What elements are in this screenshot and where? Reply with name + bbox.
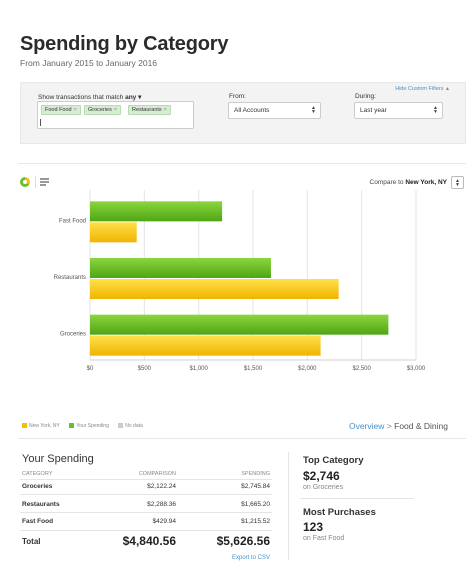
x-tick-label: $2,000	[298, 366, 317, 372]
row-comparison: $2,122.24	[147, 483, 176, 490]
row-spending: $1,215.52	[241, 518, 270, 525]
caret-up-icon: ▲	[445, 86, 450, 92]
category-label: Restaurants	[54, 275, 86, 281]
x-tick-label: $1,500	[244, 366, 263, 372]
bar	[90, 314, 389, 335]
breadcrumb-overview-link[interactable]: Overview	[348, 421, 385, 431]
updown-arrow-icon: ▲ ▼	[455, 178, 460, 188]
category-label: Fast Food	[59, 218, 86, 224]
updown-arrow-icon: ▲ ▼	[433, 105, 438, 115]
legend-swatch	[69, 423, 75, 429]
chart-legend: New York, NY Your Spending No data	[22, 423, 151, 429]
bar	[90, 335, 321, 356]
divider	[20, 530, 272, 531]
divider	[20, 494, 272, 495]
bar	[90, 201, 223, 222]
filter-tag[interactable]: Food Food ×	[41, 105, 81, 115]
legend-swatch	[118, 423, 124, 429]
donut-chart-icon[interactable]	[20, 177, 30, 187]
row-comparison: $429.94	[152, 518, 177, 525]
column-header-comparison: Comparison	[138, 471, 176, 477]
hide-filters-link[interactable]: Hide Custom Filters ▲	[395, 86, 450, 92]
legend-item: New York, NY	[22, 423, 60, 429]
total-comparison: $4,840.56	[122, 534, 176, 548]
row-category: Restaurants	[22, 501, 60, 508]
x-tick-label: $2,500	[352, 366, 371, 372]
bar	[90, 258, 271, 278]
total-spending: $5,626.56	[216, 534, 270, 548]
page-title: Spending by Category	[20, 33, 229, 55]
most-purchases-sub: on Fast Food	[303, 535, 345, 542]
text-cursor	[40, 119, 41, 126]
from-select[interactable]: All Accounts ▲ ▼	[228, 102, 321, 119]
divider	[20, 479, 272, 480]
x-tick-label: $500	[138, 366, 152, 372]
legend-item: No data	[118, 423, 143, 429]
row-category: Groceries	[22, 483, 53, 490]
breadcrumb-separator: >	[386, 421, 392, 431]
divider	[35, 176, 36, 188]
column-header-spending: Spending	[241, 471, 270, 477]
caret-down-icon: ▾	[138, 94, 142, 101]
x-tick-label: $1,000	[189, 366, 208, 372]
from-label: From:	[229, 93, 246, 100]
top-category-value: $2,746	[303, 469, 340, 483]
row-category: Fast Food	[22, 518, 54, 525]
divider	[300, 498, 414, 499]
category-label: Groceries	[60, 332, 86, 338]
during-label: During:	[355, 93, 376, 100]
top-category-title: Top Category	[303, 455, 364, 466]
legend-item: Your Spending	[69, 423, 109, 429]
remove-tag-icon[interactable]: ×	[163, 107, 167, 113]
your-spending-title: Your Spending	[22, 453, 94, 465]
divider	[18, 438, 466, 439]
list-view-icon[interactable]	[40, 178, 49, 186]
breadcrumb-current: Food & Dining	[394, 421, 448, 431]
remove-tag-icon[interactable]: ×	[73, 107, 77, 113]
divider	[20, 512, 272, 513]
match-label: Show transactions that match any ▾	[38, 94, 142, 101]
legend-swatch	[22, 423, 27, 429]
most-purchases-title: Most Purchases	[303, 507, 376, 518]
page-subtitle: From January 2015 to January 2016	[20, 58, 158, 68]
match-mode-dropdown[interactable]: any ▾	[125, 94, 142, 101]
spending-bar-chart: $0 $500 $1,000 $1,500 $2,000 $2,500 $3,000 Fast…	[54, 190, 426, 372]
divider	[288, 452, 289, 560]
row-spending: $2,745.84	[241, 483, 270, 490]
bar	[90, 222, 137, 243]
filter-tag[interactable]: Groceries ×	[84, 105, 122, 115]
bar	[90, 279, 339, 299]
filter-tag[interactable]: Restaurants ×	[128, 105, 171, 115]
remove-tag-icon[interactable]: ×	[113, 107, 118, 113]
row-spending: $1,665.20	[241, 501, 270, 508]
during-select[interactable]: Last year ▲ ▼	[354, 102, 443, 119]
most-purchases-value: 123	[303, 520, 324, 534]
compare-select[interactable]: ▲ ▼	[451, 176, 464, 189]
column-header-category: Category	[22, 471, 53, 477]
compare-label: Compare to New York, NY	[369, 179, 447, 186]
top-category-sub: on Groceries	[303, 484, 344, 491]
divider	[18, 163, 466, 164]
breadcrumb: Overview > Food & Dining	[349, 421, 448, 431]
x-tick-label: $3,000	[407, 366, 426, 372]
export-csv-link[interactable]: Export to CSV	[231, 555, 270, 561]
total-label: Total	[22, 537, 41, 546]
updown-arrow-icon: ▲ ▼	[311, 105, 316, 115]
x-tick-label: $0	[87, 366, 94, 372]
row-comparison: $2,288.36	[147, 501, 176, 508]
